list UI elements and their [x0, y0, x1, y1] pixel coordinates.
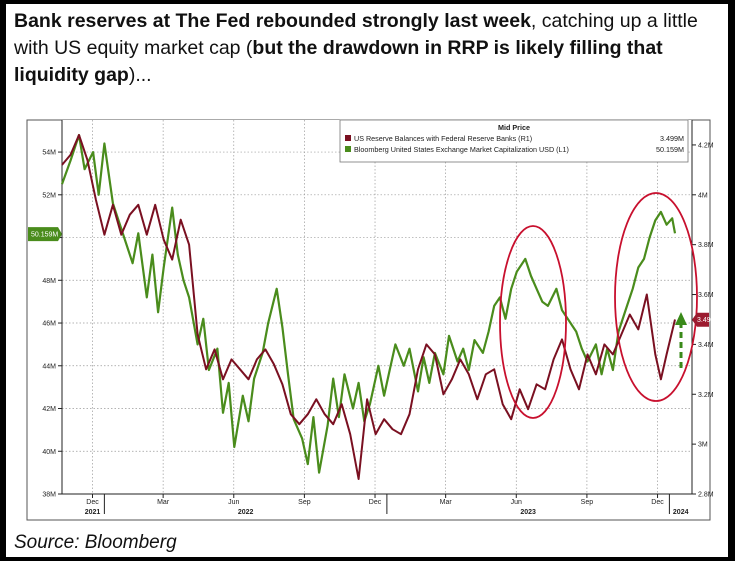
series-line-market-cap	[60, 133, 677, 474]
right-current-value-tag	[692, 312, 709, 327]
annotation-arrow-head	[675, 312, 687, 325]
right-current-value-label: 3.499M	[697, 317, 721, 324]
legend-value-reserves: 3.499M	[660, 134, 684, 143]
right-current-value-marker: 3.499M	[692, 312, 721, 327]
left-tick-label: 40M	[42, 449, 56, 456]
series-group	[60, 133, 677, 480]
x-tick-label: Dec	[86, 499, 99, 506]
left-tick-label: 44M	[42, 363, 56, 370]
headline-normal-part-1: , catching up a little with US equity ma…	[14, 10, 698, 59]
right-tick-label: 3.8M	[698, 242, 714, 249]
x-axis: Dec Mar Jun Sep Dec Mar Jun Sep Dec 2021 2022 2023 2…	[62, 493, 692, 516]
left-tick-label: 48M	[42, 278, 56, 285]
left-tick-label: 42M	[42, 406, 56, 413]
x-tick-label: Mar	[157, 499, 170, 506]
annotation-circle-2023	[499, 225, 567, 419]
x-year-label: 2023	[520, 509, 536, 516]
x-year-label: 2021	[85, 509, 101, 516]
x-year-label: 2022	[238, 509, 254, 516]
x-tick-label: Mar	[440, 499, 453, 506]
headline: Bank reserves at The Fed rebounded stron…	[14, 8, 714, 89]
right-tick-label: 3.4M	[698, 342, 714, 349]
right-tick-label: 2.8M	[698, 492, 714, 499]
x-tick-label: Dec	[369, 499, 382, 506]
left-tick-label: 46M	[42, 321, 56, 328]
left-tick-label: 38M	[42, 492, 56, 499]
headline-bold-part-2: but the drawdown in RRP is likely fillin…	[14, 37, 663, 86]
x-tick-label: Jun	[511, 499, 522, 506]
left-tick-label: 52M	[42, 192, 56, 199]
annotation-circle-2024	[614, 192, 698, 402]
legend-swatch-reserves	[345, 135, 351, 141]
series-line-reserves	[61, 134, 676, 480]
x-tick-label: Dec	[651, 499, 664, 506]
x-tick-label: Sep	[581, 499, 594, 506]
legend-value-market-cap: 50.159M	[656, 145, 684, 154]
legend-swatch-market-cap	[345, 146, 351, 152]
right-tick-label: 4.2M	[698, 142, 714, 149]
right-tick-label: 4M	[698, 192, 708, 199]
left-tick-label: 54M	[42, 150, 56, 157]
x-year-label: 2024	[673, 509, 689, 516]
right-tick-label: 3.6M	[698, 292, 714, 299]
legend-title: Mid Price	[498, 123, 530, 132]
legend-label-market-cap: Bloomberg United States Exchange Market …	[354, 145, 569, 154]
legend: Mid Price US Reserve Balances with Feder…	[339, 119, 689, 163]
source-note: Source: Bloomberg	[14, 532, 177, 553]
left-current-value-tag	[28, 227, 62, 242]
legend-label-reserves: US Reserve Balances with Federal Reserve…	[354, 134, 532, 143]
legend-box	[339, 119, 689, 163]
x-tick-label: Sep	[298, 499, 311, 506]
right-tick-label: 3.2M	[698, 392, 714, 399]
left-axis: 54M52M50M48M46M44M42M40M38M	[42, 120, 63, 499]
right-axis: 4.2M 4M 3.8M 3.6M 3.4M 3.2M 3M 2.8M	[691, 120, 714, 499]
left-current-value-marker: 50.159M	[28, 227, 62, 242]
headline-normal-part-2: )...	[128, 64, 152, 86]
headline-bold-part-1: Bank reserves at The Fed rebounded stron…	[14, 10, 531, 32]
right-tick-label: 3M	[698, 442, 708, 449]
left-current-value-label: 50.159M	[31, 232, 58, 239]
x-tick-label: Jun	[228, 499, 239, 506]
